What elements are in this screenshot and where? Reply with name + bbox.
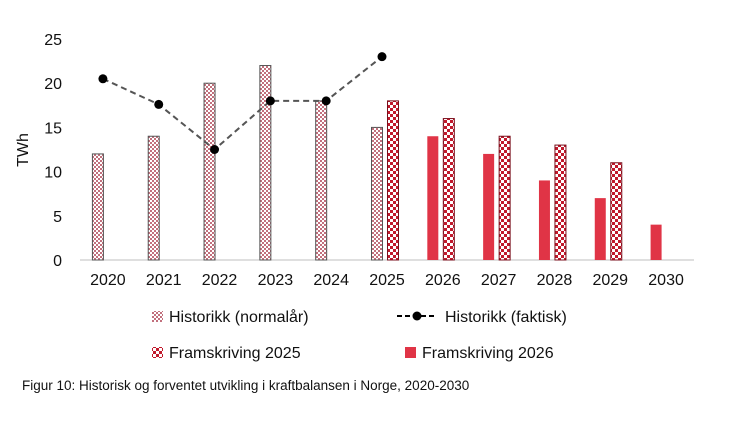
bar-historikk-normalar xyxy=(259,65,272,261)
bar-historikk-normalar xyxy=(203,82,216,261)
x-tick-label: 2027 xyxy=(481,272,517,289)
x-tick-label: 2021 xyxy=(146,272,182,289)
bar-historikk-normalar xyxy=(147,135,160,261)
x-tick-label: 2026 xyxy=(425,272,461,289)
legend-swatch xyxy=(152,311,163,322)
y-tick-label: 15 xyxy=(44,120,62,137)
bar-framskriving-2026 xyxy=(427,136,439,260)
bars xyxy=(91,65,662,261)
bar-framskriving-2025 xyxy=(610,162,623,261)
bar-framskriving-2025 xyxy=(498,135,511,261)
figure-caption: Figur 10: Historisk og forventet utvikli… xyxy=(22,378,470,393)
line-point xyxy=(210,145,220,154)
y-tick-label: 5 xyxy=(53,209,62,226)
legend-label: Historikk (faktisk) xyxy=(445,309,567,326)
line-series xyxy=(98,52,387,154)
legend-swatch xyxy=(152,347,163,358)
bar-framskriving-2025 xyxy=(442,118,455,261)
y-tick-label: 10 xyxy=(44,165,62,182)
bar-framskriving-2025 xyxy=(554,144,567,261)
x-tick-label: 2025 xyxy=(369,272,405,289)
y-tick-label: 25 xyxy=(44,32,62,49)
x-tick-label: 2023 xyxy=(258,272,294,289)
x-tick-label: 2024 xyxy=(313,272,349,289)
x-tick-label: 2020 xyxy=(90,272,126,289)
x-tick-label: 2030 xyxy=(648,272,684,289)
bar-historikk-normalar xyxy=(91,153,104,261)
y-axis-label: TWh xyxy=(15,133,32,167)
legend: Historikk (normalår) Historikk (faktisk) F… xyxy=(152,308,567,362)
line-point xyxy=(377,52,387,62)
bar-framskriving-2026 xyxy=(650,224,662,260)
line-historikk-faktisk xyxy=(102,55,383,151)
bar-framskriving-2026 xyxy=(538,180,550,260)
line-point xyxy=(321,96,331,106)
line-point xyxy=(98,74,108,84)
bar-framskriving-2025 xyxy=(387,100,399,261)
bar-historikk-normalar xyxy=(371,126,383,261)
line-point xyxy=(154,99,164,109)
y-tick-label: 0 xyxy=(53,253,62,270)
legend-swatch xyxy=(405,347,416,358)
x-tick-label: 2028 xyxy=(537,272,573,289)
bar-framskriving-2026 xyxy=(594,198,606,260)
y-tick-label: 20 xyxy=(44,76,62,93)
bar-historikk-normalar xyxy=(315,100,328,261)
legend-label: Framskriving 2026 xyxy=(422,345,554,362)
legend-swatch-marker xyxy=(412,311,422,321)
legend-label: Framskriving 2025 xyxy=(169,345,301,362)
x-tick-label: 2022 xyxy=(202,272,238,289)
bar-framskriving-2026 xyxy=(483,153,495,260)
line-point xyxy=(265,96,275,106)
x-tick-label: 2029 xyxy=(592,272,628,289)
legend-label: Historikk (normalår) xyxy=(169,308,309,326)
